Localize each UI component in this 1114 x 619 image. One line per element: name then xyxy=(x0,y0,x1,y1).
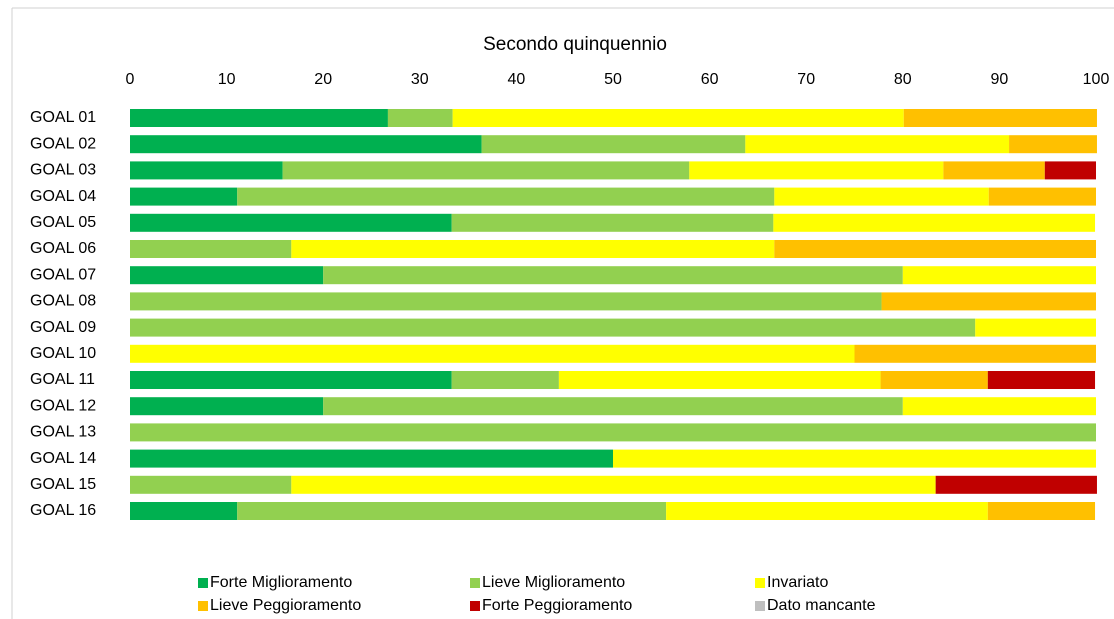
bar-segment xyxy=(282,161,690,180)
bar-segment xyxy=(689,161,944,180)
bar-segment xyxy=(130,449,613,468)
bar-segment xyxy=(130,502,238,520)
x-tick-label: 50 xyxy=(604,71,622,88)
bar-segment xyxy=(237,502,667,520)
bar-segment xyxy=(452,109,904,127)
bar-segment xyxy=(987,502,1096,520)
bar-segment xyxy=(902,266,1096,285)
bar-segment xyxy=(451,371,559,389)
bar-segment xyxy=(130,475,292,494)
legend-label: Lieve Peggioramento xyxy=(210,597,361,614)
y-tick-label: GOAL 12 xyxy=(30,397,96,414)
legend-swatch xyxy=(755,601,765,611)
bar-segment xyxy=(558,371,881,389)
y-tick-label: GOAL 13 xyxy=(30,424,96,441)
bar-segment xyxy=(130,187,238,206)
bar-segment xyxy=(130,266,324,285)
bar-segment xyxy=(666,502,988,520)
y-tick-label: GOAL 14 xyxy=(30,450,96,467)
bar-segment xyxy=(975,318,1096,337)
y-tick-label: GOAL 08 xyxy=(30,293,96,310)
legend-label: Invariato xyxy=(767,574,828,591)
y-tick-label: GOAL 01 xyxy=(30,109,96,126)
legend-swatch xyxy=(198,601,208,611)
bar-segment xyxy=(451,213,774,232)
bar-segment xyxy=(854,344,1096,363)
x-tick-label: 10 xyxy=(218,71,236,88)
legend-label: Forte Miglioramento xyxy=(210,574,352,591)
bar-segment xyxy=(130,344,855,363)
bar-segment xyxy=(130,109,388,127)
y-tick-label: GOAL 09 xyxy=(30,319,96,336)
legend-swatch xyxy=(198,578,208,588)
bar-segment xyxy=(237,187,775,206)
bar-segment xyxy=(774,187,989,206)
x-tick-label: 80 xyxy=(894,71,912,88)
y-tick-label: GOAL 15 xyxy=(30,476,96,493)
y-tick-label: GOAL 03 xyxy=(30,162,96,179)
bar-segment xyxy=(880,371,988,389)
x-tick-label: 30 xyxy=(411,71,429,88)
legend-label: Dato mancante xyxy=(767,597,876,614)
bar-segment xyxy=(130,371,452,389)
y-tick-label: GOAL 04 xyxy=(30,188,96,205)
x-tick-label: 40 xyxy=(508,71,526,88)
bar-segment xyxy=(130,318,976,337)
x-tick-label: 100 xyxy=(1083,71,1110,88)
x-tick-label: 60 xyxy=(701,71,719,88)
bar-segment xyxy=(774,240,1096,258)
bar-segment xyxy=(1044,161,1096,180)
y-tick-label: GOAL 06 xyxy=(30,240,96,257)
bar-segment xyxy=(130,292,882,311)
legend-swatch xyxy=(470,578,480,588)
bar-segment xyxy=(481,135,746,154)
bar-segment xyxy=(130,135,482,154)
bar-segment xyxy=(935,475,1097,494)
bar-segment xyxy=(130,161,283,180)
y-tick-label: GOAL 02 xyxy=(30,135,96,152)
bar-segment xyxy=(130,213,452,232)
bar-segment xyxy=(291,475,936,494)
bar-segment xyxy=(1009,135,1097,154)
bar-segment xyxy=(773,213,1096,232)
legend-swatch xyxy=(755,578,765,588)
x-tick-label: 20 xyxy=(314,71,332,88)
bar-segment xyxy=(130,423,1096,442)
legend-label: Forte Peggioramento xyxy=(482,597,632,614)
bar-segment xyxy=(130,397,324,416)
bar-segment xyxy=(902,397,1096,416)
bar-segment xyxy=(613,449,1096,468)
bar-segment xyxy=(988,187,1096,206)
bar-segment xyxy=(323,266,903,285)
x-tick-label: 70 xyxy=(797,71,815,88)
legend-swatch xyxy=(470,601,480,611)
y-tick-label: GOAL 16 xyxy=(30,502,96,519)
y-tick-label: GOAL 11 xyxy=(30,371,95,388)
legend-label: Lieve Miglioramento xyxy=(482,574,625,591)
bar-segment xyxy=(881,292,1096,311)
bar-segment xyxy=(323,397,903,416)
y-tick-label: GOAL 10 xyxy=(30,345,96,362)
bar-segment xyxy=(130,240,292,258)
bar-segment xyxy=(387,109,453,127)
y-tick-label: GOAL 07 xyxy=(30,266,96,283)
chart-title: Secondo quinquennio xyxy=(483,34,667,55)
bar-segment xyxy=(903,109,1097,127)
bar-segment xyxy=(943,161,1045,180)
bar-segment xyxy=(291,240,775,258)
x-tick-label: 90 xyxy=(991,71,1009,88)
y-tick-label: GOAL 05 xyxy=(30,214,96,231)
bar-segment xyxy=(745,135,1010,154)
bar-segment xyxy=(987,371,1096,389)
x-tick-label: 0 xyxy=(126,71,135,88)
